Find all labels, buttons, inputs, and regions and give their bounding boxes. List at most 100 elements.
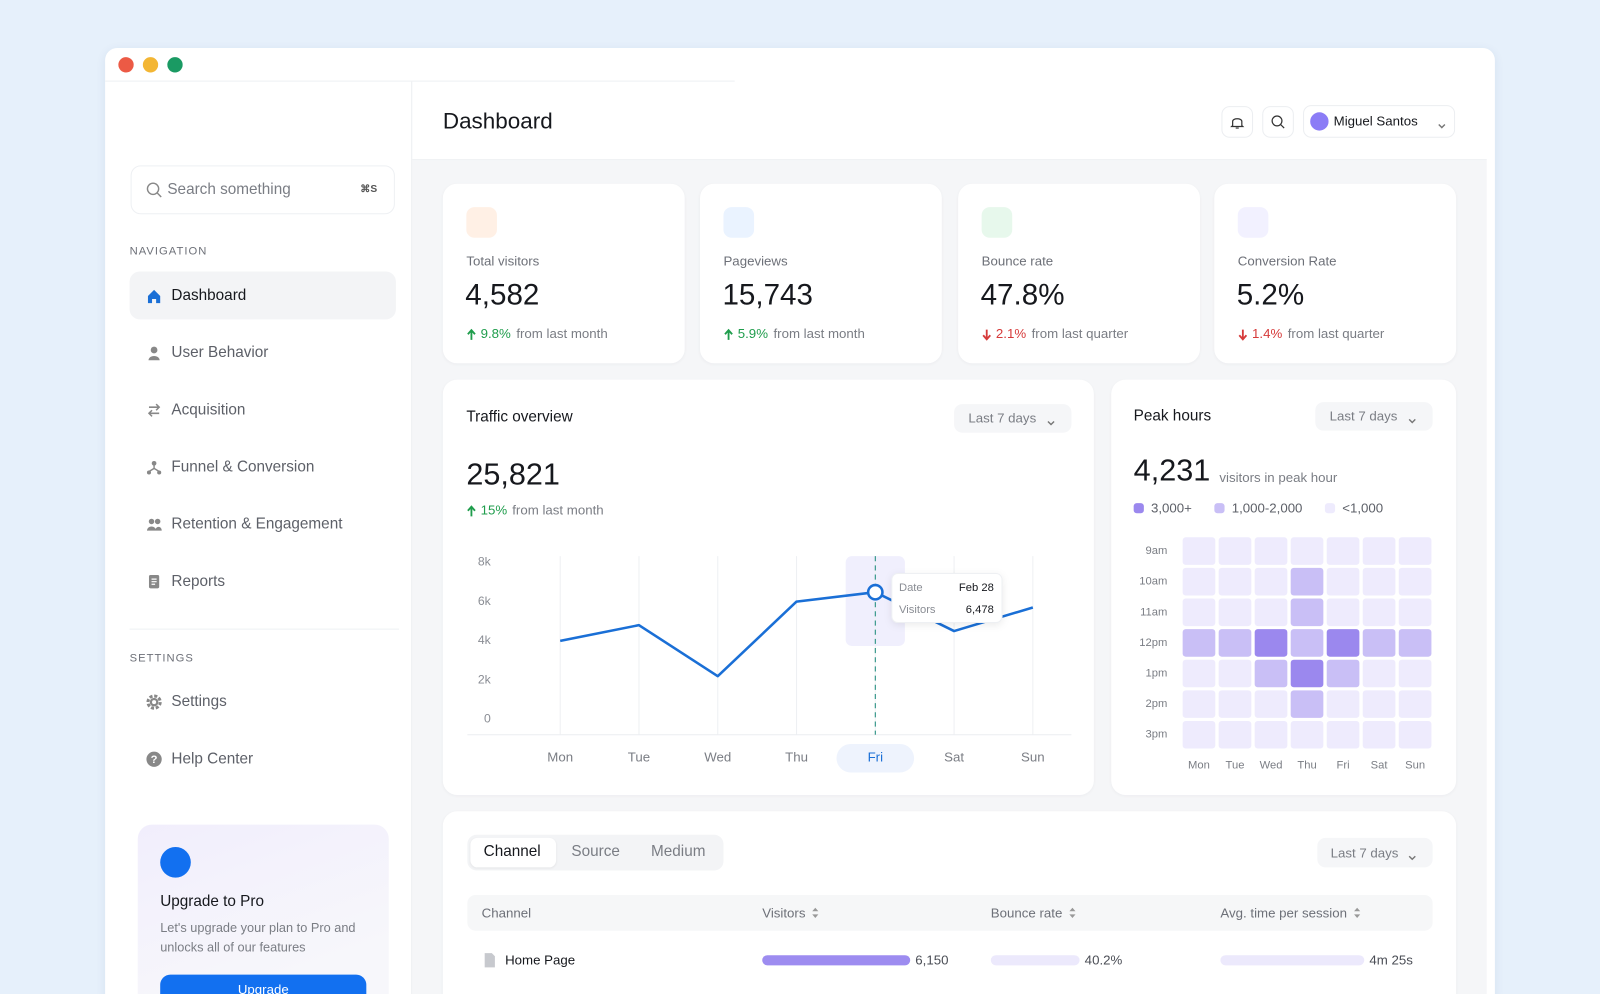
stat-note: from last quarter — [1031, 325, 1129, 342]
chevron-svg — [1408, 418, 1416, 424]
trend-arrow — [466, 328, 476, 340]
sort-icon — [1353, 906, 1361, 919]
nav-item[interactable]: Acquisition — [171, 401, 246, 419]
search-shortcut: ⌘S — [360, 183, 378, 195]
tab[interactable]: Channel — [483, 842, 541, 861]
y-tick-label: 4k — [478, 633, 492, 647]
chevron-svg-part — [1047, 420, 1055, 426]
heatmap-cell — [1290, 537, 1324, 565]
search-btn-icon — [1270, 114, 1285, 129]
x-tick-label[interactable]: Thu — [785, 750, 808, 765]
user-pill[interactable] — [1303, 105, 1456, 138]
user-name[interactable]: Miguel Santos — [1333, 113, 1418, 129]
trend-arrow-svg-part — [467, 505, 476, 517]
minimize-dot[interactable] — [142, 57, 159, 73]
heatmap-cell — [1398, 659, 1432, 688]
range-label[interactable]: Last 7 days — [968, 410, 1037, 426]
settings-icon-svg-part — [146, 694, 162, 710]
nav-icon-svg-part — [148, 465, 160, 473]
close-dot[interactable] — [118, 57, 134, 73]
table-range-label[interactable]: Last 7 days — [1330, 845, 1399, 861]
settings-item[interactable]: Help Center — [171, 750, 254, 768]
peak-note: visitors in peak hour — [1219, 469, 1338, 485]
nav-item[interactable]: Dashboard — [171, 286, 247, 305]
zoom-dot[interactable] — [167, 57, 183, 73]
stat-change: 5.9% — [737, 325, 768, 342]
tab[interactable]: Source — [571, 842, 620, 861]
heatmap-cell — [1182, 598, 1216, 627]
search-box[interactable] — [130, 165, 395, 215]
sort-icon-svg-part — [812, 907, 819, 918]
upgrade-button[interactable]: Upgrade — [160, 974, 367, 994]
tab-active[interactable] — [470, 837, 557, 868]
settings-icon — [145, 693, 163, 711]
heatmap-cell — [1182, 629, 1216, 657]
settings-icon-svg-part — [146, 751, 162, 767]
y-tick-label: 8k — [478, 555, 492, 569]
traffic-change: 15% — [480, 502, 508, 518]
legend-label: <1,000 — [1342, 501, 1383, 516]
heatmap-cell — [1326, 567, 1360, 596]
nav-item[interactable]: Retention & Engagement — [171, 515, 343, 533]
active-point[interactable] — [866, 583, 884, 601]
traffic-note: from last month — [512, 502, 604, 518]
settings-icon-svg-part: ? — [151, 754, 158, 766]
heatmap-cell — [1254, 537, 1288, 565]
x-tick-label[interactable]: Wed — [704, 750, 731, 765]
peak-range-pill — [1315, 402, 1433, 431]
trend-arrow-svg — [982, 329, 991, 341]
table-header-row — [467, 894, 1433, 931]
nav-item[interactable]: Funnel & Conversion — [171, 458, 315, 476]
stat-label: Pageviews — [723, 253, 788, 269]
chevron-svg — [1047, 420, 1055, 426]
stat-label: Conversion Rate — [1237, 253, 1337, 269]
nav-active-bg[interactable] — [129, 271, 396, 320]
cell-text: 40.2% — [1084, 952, 1123, 968]
search-placeholder: Search something — [167, 180, 291, 198]
search-btn-icon-svg — [1271, 115, 1285, 129]
heatmap-cell — [1398, 537, 1432, 565]
heatmap-cell — [1290, 629, 1324, 657]
nav-icon — [146, 459, 162, 475]
header-divider — [412, 159, 1487, 161]
cell-bar — [762, 955, 911, 966]
bell-button[interactable] — [1221, 106, 1254, 138]
upgrade-button-label[interactable]: Upgrade — [237, 981, 289, 994]
search-button[interactable] — [1262, 106, 1294, 138]
table-header[interactable]: Avg. time per session — [1220, 905, 1347, 921]
stat-value: 15,743 — [722, 279, 813, 312]
x-tick-label[interactable]: Sat — [944, 750, 964, 765]
heatmap-row-label: 10am — [1139, 576, 1167, 588]
stat-note: from last month — [516, 325, 608, 342]
trend-arrow-svg — [724, 328, 733, 340]
settings-item[interactable]: Settings — [171, 692, 227, 711]
tab[interactable]: Medium — [651, 842, 706, 861]
x-tick-label[interactable]: Fri — [868, 750, 884, 765]
x-tick-label[interactable]: Sun — [1021, 750, 1045, 765]
search-btn-icon-svg-part — [1280, 124, 1285, 129]
heatmap-row-label: 9am — [1146, 545, 1168, 557]
heatmap-row-label: 3pm — [1146, 729, 1168, 741]
nav-icon — [146, 574, 162, 590]
cell-text: 6,150 — [915, 952, 949, 968]
search-icon-svg-part — [156, 192, 162, 198]
nav-icon-svg-part — [147, 289, 161, 304]
peak-title: Peak hours — [1133, 407, 1212, 425]
heatmap-cell — [1290, 598, 1324, 627]
trend-arrow-svg — [467, 505, 476, 517]
x-tick-label[interactable]: Tue — [628, 750, 650, 765]
heatmap-cell — [1218, 720, 1252, 749]
nav-item[interactable]: Reports — [171, 572, 226, 590]
heatmap-cell — [1290, 567, 1324, 596]
table-header[interactable]: Bounce rate — [990, 905, 1063, 921]
nav-icon — [146, 288, 162, 304]
nav-icon-svg — [147, 289, 161, 304]
heatmap-cell — [1254, 720, 1288, 749]
x-tick-label[interactable]: Mon — [547, 750, 573, 765]
nav-item[interactable]: User Behavior — [171, 343, 269, 362]
stat-note: from last month — [773, 325, 865, 342]
heatmap-cell — [1218, 690, 1252, 718]
table-header[interactable]: Visitors — [762, 905, 806, 921]
peak-range-label[interactable]: Last 7 days — [1329, 408, 1398, 424]
heatmap-cell — [1362, 659, 1396, 688]
